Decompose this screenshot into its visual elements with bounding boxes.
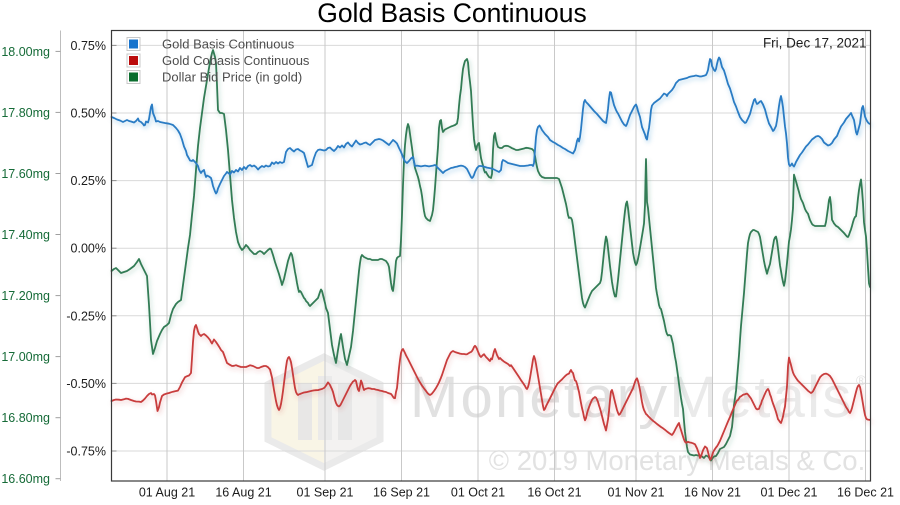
svg-text:Fri, Dec 17, 2021: Fri, Dec 17, 2021 bbox=[763, 36, 867, 51]
svg-text:Gold Basis Continuous: Gold Basis Continuous bbox=[162, 37, 295, 52]
svg-text:17.20mg: 17.20mg bbox=[1, 289, 50, 303]
svg-text:01 Sep 21: 01 Sep 21 bbox=[297, 486, 354, 500]
svg-text:0.00%: 0.00% bbox=[71, 242, 106, 256]
svg-text:01 Oct 21: 01 Oct 21 bbox=[451, 486, 505, 500]
svg-text:17.00mg: 17.00mg bbox=[1, 350, 50, 364]
svg-text:0.75%: 0.75% bbox=[71, 39, 106, 53]
svg-text:01 Aug 21: 01 Aug 21 bbox=[139, 486, 195, 500]
svg-text:®: ® bbox=[856, 372, 867, 388]
svg-text:Dollar Bid Price (in gold): Dollar Bid Price (in gold) bbox=[162, 70, 302, 85]
svg-text:-0.50%: -0.50% bbox=[66, 377, 106, 391]
svg-text:16 Aug 21: 16 Aug 21 bbox=[215, 486, 271, 500]
svg-text:Gold Basis Continuous: Gold Basis Continuous bbox=[317, 0, 587, 28]
svg-text:16.60mg: 16.60mg bbox=[1, 472, 50, 486]
svg-text:17.60mg: 17.60mg bbox=[1, 167, 50, 181]
svg-text:Gold Cobasis Continuous: Gold Cobasis Continuous bbox=[162, 53, 310, 68]
svg-text:18.00mg: 18.00mg bbox=[1, 45, 50, 59]
svg-text:01 Dec 21: 01 Dec 21 bbox=[761, 486, 818, 500]
svg-text:0.50%: 0.50% bbox=[71, 107, 106, 121]
svg-text:16 Oct 21: 16 Oct 21 bbox=[527, 486, 581, 500]
svg-text:© 2019 Monetary Metals & Co.: © 2019 Monetary Metals & Co. bbox=[489, 445, 865, 476]
svg-text:01 Nov 21: 01 Nov 21 bbox=[608, 486, 665, 500]
svg-text:0.25%: 0.25% bbox=[71, 174, 106, 188]
svg-text:16 Dec 21: 16 Dec 21 bbox=[837, 486, 894, 500]
svg-text:17.80mg: 17.80mg bbox=[1, 106, 50, 120]
svg-text:16 Sep 21: 16 Sep 21 bbox=[373, 486, 430, 500]
svg-text:16.80mg: 16.80mg bbox=[1, 411, 50, 425]
svg-text:16 Nov 21: 16 Nov 21 bbox=[684, 486, 741, 500]
svg-text:-0.25%: -0.25% bbox=[66, 309, 106, 323]
svg-text:-0.75%: -0.75% bbox=[66, 445, 106, 459]
svg-text:17.40mg: 17.40mg bbox=[1, 228, 50, 242]
